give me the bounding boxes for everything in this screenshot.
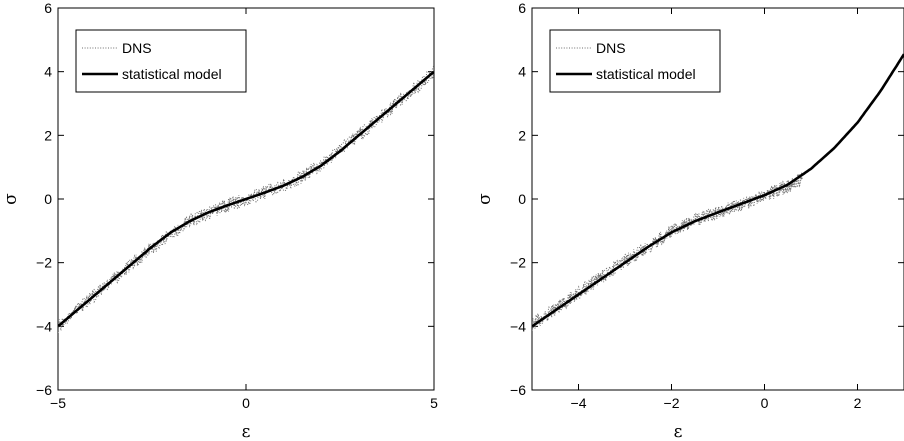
legend-label: DNS bbox=[596, 40, 626, 56]
legend-label: DNS bbox=[122, 40, 152, 56]
series-statistical-model bbox=[58, 70, 434, 328]
y-tick-label: −4 bbox=[510, 318, 526, 334]
dns-trace bbox=[58, 72, 434, 332]
dns-trace bbox=[58, 69, 434, 326]
y-axis-label: σ bbox=[475, 193, 495, 205]
y-tick-label: 4 bbox=[44, 64, 52, 80]
y-tick-label: 0 bbox=[44, 191, 52, 207]
legend-label: statistical model bbox=[122, 66, 222, 82]
y-tick-label: 2 bbox=[44, 127, 52, 143]
y-tick-label: −2 bbox=[36, 255, 52, 271]
x-tick-label: 0 bbox=[761, 395, 769, 411]
y-tick-label: −6 bbox=[36, 382, 52, 398]
x-tick-label: −5 bbox=[50, 395, 66, 411]
x-axis-label: ε bbox=[242, 422, 251, 441]
x-tick-label: 2 bbox=[854, 395, 862, 411]
dns-point bbox=[800, 177, 803, 180]
legend: DNS statistical model bbox=[75, 29, 247, 93]
plot-panel-1: −6 −4 −2 0 2 4 6 −5 0 5 ε σ DNS statistical model bbox=[1, 0, 438, 441]
series-statistical-model bbox=[532, 53, 904, 328]
y-tick-label: 4 bbox=[518, 64, 526, 80]
y-axis-label: σ bbox=[1, 193, 21, 205]
legend-box bbox=[75, 29, 247, 93]
legend: DNS statistical model bbox=[549, 29, 721, 93]
plot-panel-2: −6 −4 −2 0 2 4 6 −4 −2 0 2 ε σ DNS statistical model bbox=[475, 0, 904, 441]
x-tick-label: −2 bbox=[664, 395, 680, 411]
y-tick-label: −2 bbox=[510, 255, 526, 271]
y-tick-label: 2 bbox=[518, 127, 526, 143]
x-tick-label: 0 bbox=[242, 395, 250, 411]
x-tick-label: −4 bbox=[571, 395, 587, 411]
legend-box bbox=[549, 29, 721, 93]
x-tick-label: 5 bbox=[430, 395, 438, 411]
legend-label: statistical model bbox=[596, 66, 696, 82]
y-tick-label: −6 bbox=[510, 382, 526, 398]
dns-trace bbox=[532, 173, 803, 330]
y-tick-label: −4 bbox=[36, 318, 52, 334]
y-tick-label: 0 bbox=[518, 191, 526, 207]
y-tick-label: 6 bbox=[518, 0, 526, 16]
y-tick-label: 6 bbox=[44, 0, 52, 16]
x-axis-label: ε bbox=[674, 422, 683, 441]
